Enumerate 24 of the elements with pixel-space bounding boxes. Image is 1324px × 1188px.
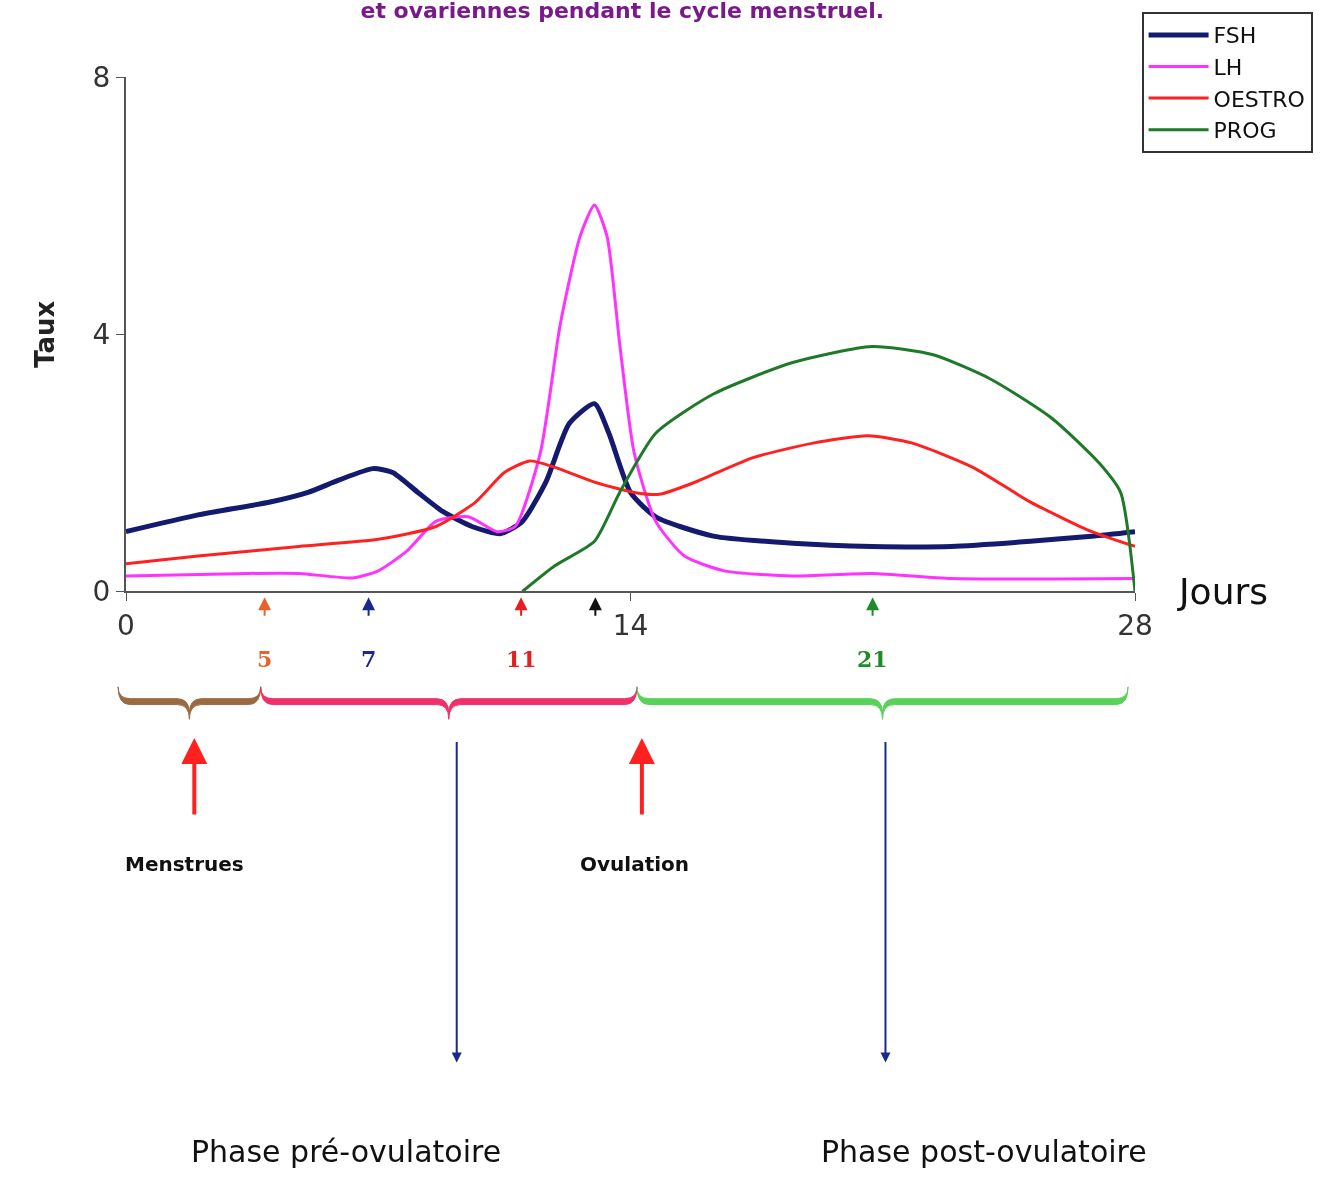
legend-label: PROG (1213, 118, 1277, 144)
x-tick-label: 14 (612, 609, 649, 643)
legend-label: OESTRO (1213, 86, 1305, 112)
text: Ovulation (580, 852, 690, 876)
legend-label: LH (1213, 55, 1243, 81)
x-tick-label: 28 (1117, 609, 1153, 643)
line-series (520, 344, 1135, 592)
line-series (126, 434, 1135, 566)
text: 5 (257, 646, 273, 672)
y-tick-label: 4 (92, 318, 111, 352)
text: 21 (857, 646, 888, 672)
text: Menstrues (125, 852, 244, 876)
chart-title: et ovariennes pendant le cycle menstruel. (360, 0, 885, 23)
text: Phase post-ovulatoire (821, 1134, 1147, 1169)
x-axis-title: Jours (1177, 571, 1269, 612)
y-axis-title: Taux (30, 300, 61, 368)
text: 11 (506, 646, 537, 672)
y-tick-label: 8 (92, 60, 111, 94)
text: 7 (361, 646, 377, 672)
x-tick-label: 0 (117, 609, 135, 643)
y-tick-label: 0 (92, 575, 111, 609)
line-series (126, 203, 1135, 581)
text: Phase pré-ovulatoire (191, 1134, 502, 1169)
legend-label: FSH (1213, 23, 1257, 49)
